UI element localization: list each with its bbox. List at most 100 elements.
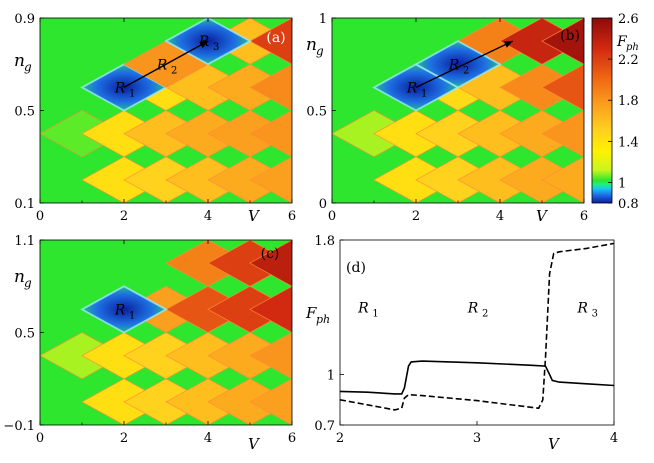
panel-b-ytick-label: 0.5: [306, 105, 327, 120]
panel-d-plot: 2 3 40.711.8R 1 R 2 R 3: [314, 234, 618, 446]
panel-a-ytick-label: 0.5: [14, 105, 35, 120]
panel-b-cell: [541, 63, 584, 111]
colorbar-tick-label: 2.2: [618, 53, 639, 68]
panel-c-xtick-label: 6: [288, 431, 296, 446]
panel-b: R 1R 20 2 4 600.51 (b) n g V: [306, 12, 588, 225]
panel-d-ytick-label: 1: [327, 369, 335, 384]
panel-a-region-label: R: [156, 57, 168, 73]
panel-d-ytick-label: 1.8: [314, 234, 335, 249]
panel-a-region-label-sub: 1: [129, 88, 135, 99]
panel-c-plot-area: [40, 240, 292, 425]
colorbar-bar: [591, 17, 613, 204]
colorbar-tick-label: 1.8: [618, 94, 639, 109]
panel-c-xlabel: V: [248, 435, 261, 453]
panel-c-cell: [249, 285, 292, 333]
panel-d-region-label: R: [467, 300, 479, 316]
panel-b-ylabel-sub: g: [316, 44, 324, 58]
panel-b-xtick-label: 4: [496, 209, 504, 224]
colorbar-tick-label: 1: [618, 176, 626, 191]
panel-a-cell: [207, 18, 209, 19]
panel-b-region: [414, 40, 502, 89]
panel-a-plot-area: [40, 18, 292, 203]
panel-a-label: (a): [266, 30, 285, 46]
panel-d-series-solid: [339, 360, 615, 395]
panel-b-cell: [541, 18, 584, 65]
panel-d-xtick-label: 2: [336, 431, 344, 446]
panel-a: R1R2R302460.10.50.9 (a) n g V: [14, 12, 296, 225]
panel-b-axis-title-y: n g: [306, 35, 324, 58]
panel-c-region-label: R: [114, 302, 126, 318]
panel-a-axis-title-y: n g: [14, 51, 32, 74]
panel-b-cell: [541, 156, 584, 203]
panel-a-region-label-sub: 2: [171, 65, 177, 76]
colorbar-tick-label: 2.6: [618, 12, 639, 27]
panel-d: 2 3 40.711.8R 1 R 2 R 3 (d) F ph V: [305, 234, 618, 453]
panel-c: R 1 0 2 4 6 −0.1 0.5 1.1 (c) n g V: [3, 234, 296, 453]
panel-a-xtick-label: 4: [204, 209, 212, 224]
panel-a-ytick-label: 0.9: [14, 12, 35, 27]
panel-a-region-label-sub: 3: [213, 42, 219, 53]
panel-c-ylabel: n: [14, 267, 25, 287]
colorbar-tick-label: 1.4: [618, 135, 639, 150]
panel-c-region: [80, 285, 168, 334]
panel-a-cell: [249, 18, 292, 65]
panel-b-xtick-label: 0: [328, 209, 336, 224]
panel-a-cell: [249, 110, 292, 158]
panel-d-xtick-label: 3: [473, 431, 481, 446]
panel-d-frame: [339, 239, 615, 426]
panel-b-ytick-label: 1: [319, 12, 327, 27]
panel-c-cell: [249, 240, 292, 287]
panel-d-region-label-sub: 1: [372, 308, 378, 319]
panel-a-cell: [249, 63, 292, 111]
panel-a-xtick-label: 0: [36, 209, 44, 224]
panel-a-xlabel: V: [248, 207, 261, 225]
panel-a-cell: [249, 156, 292, 203]
panel-c-xtick-label: 4: [204, 431, 212, 446]
panel-b-xtick-label: 6: [580, 209, 588, 224]
panel-b-ytick-label: 0: [319, 197, 327, 212]
colorbar-tick-label: 0.8: [618, 197, 639, 212]
panel-c-cell: [249, 378, 292, 425]
panel-b-cell: [541, 110, 584, 158]
panel-c-heatmap: R 1 0 2 4 6 −0.1 0.5 1.1: [3, 234, 296, 446]
panel-c-ytick-label: −0.1: [3, 419, 35, 434]
panel-c-ylabel-sub: g: [24, 276, 32, 290]
panel-b-heatmap: R 1R 20 2 4 600.51: [306, 12, 588, 224]
panel-c-ytick-label: 0.5: [14, 327, 35, 342]
colorbar-label-sub: ph: [626, 42, 639, 53]
panel-a-arrow-shaft: [123, 40, 209, 88]
panel-b-xlabel: V: [536, 207, 549, 225]
panel-c-ytick-label: 1.1: [14, 234, 35, 249]
panel-b-arrow-head: [503, 41, 513, 48]
panel-a-ylabel: n: [14, 51, 25, 71]
panel-d-ytick-label: 0.7: [314, 419, 335, 434]
panel-b-cell: [541, 18, 543, 19]
panel-a-arrow-head: [199, 41, 208, 49]
panel-c-axis-title-y: n g: [14, 267, 32, 290]
panel-b-cell: [583, 18, 584, 19]
panel-a-cell: [249, 18, 251, 19]
panel-b-xtick-label: 2: [412, 209, 420, 224]
panel-b-plot-area: [332, 18, 584, 203]
panel-a-heatmap: R1R2R302460.10.50.9: [14, 12, 296, 224]
panel-a-region-label: R: [114, 80, 126, 96]
panel-c-xtick-label: 0: [36, 431, 44, 446]
panel-d-xlabel: V: [548, 435, 561, 453]
colorbar: 2.6 2.2 1.8 1.4 1 0.8 F ph: [591, 12, 639, 212]
panel-d-region-label-sub: 2: [482, 308, 488, 319]
panel-d-ylabel-sub: ph: [316, 313, 330, 326]
panel-b-region-label: R: [448, 57, 460, 73]
panel-d-region-label: R: [576, 300, 588, 316]
colorbar-label: F: [616, 34, 628, 50]
panel-d-region-label: R: [357, 300, 369, 316]
panel-c-label: (c): [261, 246, 280, 262]
panel-c-cell: [165, 424, 167, 425]
panel-a-xtick-label: 6: [288, 209, 296, 224]
panel-d-ylabel: F: [305, 304, 317, 322]
panel-c-cell: [249, 332, 292, 380]
panel-b-region-label-sub: 2: [463, 65, 469, 76]
panel-b-region-label-sub: 1: [421, 88, 427, 99]
panel-b-ylabel: n: [306, 35, 317, 55]
panel-d-axis-title-y: F ph: [305, 304, 330, 326]
